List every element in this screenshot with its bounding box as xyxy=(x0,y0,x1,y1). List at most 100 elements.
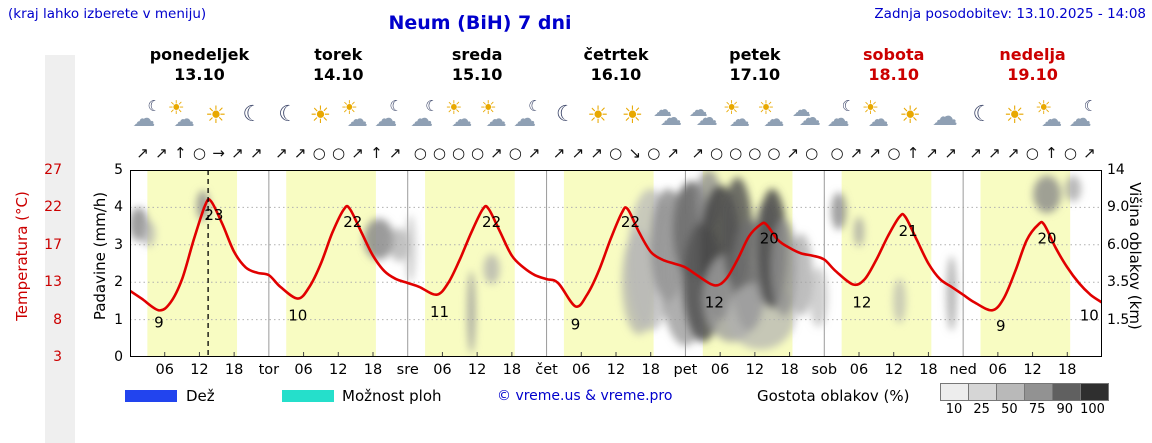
cloud-density-legend-label: Gostota oblakov (%) xyxy=(757,387,910,405)
wind-symbol: ↗ xyxy=(136,144,149,162)
cloud-glyph: ☁ xyxy=(791,99,811,121)
cloud-moon-icon: ☾ ☁ xyxy=(131,97,164,137)
x-tick-day: čet xyxy=(535,362,558,378)
cloud-glyph: ☁ xyxy=(688,99,708,121)
cloud-glyph: ☁ xyxy=(513,106,537,132)
day-wind-symbols: ○ ○ ○ ○ ↗ ○ ↗ xyxy=(408,140,547,166)
day-wind-symbols: ○ ↗ ↗ ○ ↑ ↗ ↗ xyxy=(824,140,963,166)
cloud-glyph: ☁ xyxy=(346,107,368,131)
svg-text:11: 11 xyxy=(430,303,449,321)
x-tick-hour: 06 xyxy=(988,362,1008,378)
x-tick-hour: 06 xyxy=(710,362,730,378)
day-header: torek 14.10 xyxy=(269,45,408,84)
day-wind-symbols: ↗ ○ ○ ○ ○ ↗ ○ xyxy=(685,140,824,166)
sun-icon: ☀ xyxy=(305,97,338,137)
day-name: četrtek xyxy=(583,45,649,64)
cloud-height-tick: 14 xyxy=(1107,162,1125,178)
wind-symbol: ○ xyxy=(451,144,466,162)
wind-symbol: ↗ xyxy=(590,144,603,162)
density-step-value: 90 xyxy=(1056,402,1074,417)
wind-symbol: ↗ xyxy=(925,144,939,162)
density-step-value: 100 xyxy=(1080,402,1105,417)
sun-glyph: ☀ xyxy=(1035,97,1053,119)
day-name: sobota xyxy=(863,45,925,64)
density-step-swatch xyxy=(997,384,1025,400)
svg-text:9: 9 xyxy=(996,317,1006,335)
cloud-moon-icon: ☾ ☁ xyxy=(1068,97,1101,137)
wind-symbol: ↗ xyxy=(155,144,168,162)
x-tick-day: ned xyxy=(949,362,977,378)
moon-icon: ☾ xyxy=(234,97,267,137)
x-tick-hour: 12 xyxy=(1023,362,1042,378)
density-step-value: 10 xyxy=(945,402,963,417)
wind-symbol: ↗ xyxy=(275,144,288,162)
svg-text:10: 10 xyxy=(1080,307,1099,325)
day-icons: ☾ ☁ ☀ ☁ ☀ ☾ xyxy=(130,94,269,140)
wind-symbol: ↗ xyxy=(293,144,307,162)
cloud-glyph: ☁ xyxy=(868,107,889,131)
wind-symbol: ↑ xyxy=(174,144,187,162)
x-tick-hour: 12 xyxy=(745,362,765,378)
sun-glyph: ☀ xyxy=(757,97,775,119)
wind-symbol: ○ xyxy=(887,144,901,162)
x-tick-day: tor xyxy=(258,362,280,378)
day-name: torek xyxy=(314,45,363,64)
wind-symbol: ↗ xyxy=(1083,144,1096,162)
sun-icon: ☀ xyxy=(200,97,233,137)
cloud-height-tick: 9.0 xyxy=(1107,199,1130,216)
wind-symbol: ○ xyxy=(767,144,781,162)
moon-glyph: ☾ xyxy=(972,102,993,127)
sun-glyph: ☀ xyxy=(899,101,921,129)
x-tick-hour: 12 xyxy=(884,362,903,378)
sun-icon: ☀ xyxy=(894,97,927,137)
cloud-glyph: ☁ xyxy=(798,106,821,131)
day-name: nedelja xyxy=(999,45,1066,64)
day-date: 13.10 xyxy=(174,65,225,84)
wind-symbol: ○ xyxy=(471,144,485,162)
day-icons: ☾ ☁ ☀ ☁ ☀ ☁ xyxy=(824,94,963,140)
copyright-link[interactable]: © vreme.us & vreme.pro xyxy=(497,388,673,404)
svg-text:23: 23 xyxy=(204,206,223,224)
wind-symbol: ○ xyxy=(647,144,661,162)
cloud-glyph: ☁ xyxy=(653,99,672,121)
x-tick-hour: 18 xyxy=(502,362,522,378)
density-step-swatch xyxy=(941,384,969,400)
sun-glyph: ☀ xyxy=(340,97,358,119)
x-tick-hour: 18 xyxy=(641,362,660,378)
wind-symbol: ↑ xyxy=(1045,144,1058,162)
wind-symbol: ↗ xyxy=(571,144,585,162)
sun-cloud-icon: ☀ ☁ xyxy=(756,97,789,137)
wind-symbol: ○ xyxy=(331,144,346,162)
svg-text:20: 20 xyxy=(1037,230,1056,248)
wind-symbol: ↗ xyxy=(691,144,705,162)
cloud-glyph: ☁ xyxy=(695,106,718,131)
wind-symbol: ↗ xyxy=(490,144,503,162)
day-icons: ☾ ☀ ☀ ☁ ☁ xyxy=(547,94,686,140)
sun-glyph: ☀ xyxy=(1003,101,1026,129)
cloud-glyph: ☁ xyxy=(173,107,195,131)
sun-glyph: ☀ xyxy=(479,97,497,119)
density-step-swatch xyxy=(1053,384,1081,400)
precip-tick: 2 xyxy=(114,274,123,291)
density-step-value: 75 xyxy=(1028,402,1046,417)
page-title: Neum (BiH) 7 dni xyxy=(388,12,572,34)
sun-cloud-icon: ☀ ☁ xyxy=(166,97,199,137)
day-wind-symbols: ↗ ↗ ○ ○ ↗ ↑ ↗ xyxy=(269,140,408,166)
x-tick-hour: 06 xyxy=(433,362,452,378)
sun-glyph: ☀ xyxy=(621,101,644,129)
day-name: petek xyxy=(729,45,781,64)
moon-glyph: ☾ xyxy=(389,97,403,115)
day-header: nedelja 19.10 xyxy=(963,45,1102,84)
clouds-icon: ☁ ☁ xyxy=(790,97,823,137)
moon-glyph: ☾ xyxy=(555,102,576,127)
cloud-height-tick: 6.0 xyxy=(1107,236,1130,253)
wind-symbol: ○ xyxy=(609,144,623,162)
svg-text:10: 10 xyxy=(288,307,307,325)
wind-symbol: ○ xyxy=(710,144,724,162)
clouds-icon: ☁ ☁ xyxy=(651,97,684,137)
wind-symbol: ↗ xyxy=(786,144,800,162)
day-icons: ☾ ☀ ☀ ☁ ☾ ☁ xyxy=(963,94,1102,140)
x-tick-hour: 06 xyxy=(849,362,869,378)
sun-glyph: ☀ xyxy=(309,101,332,129)
